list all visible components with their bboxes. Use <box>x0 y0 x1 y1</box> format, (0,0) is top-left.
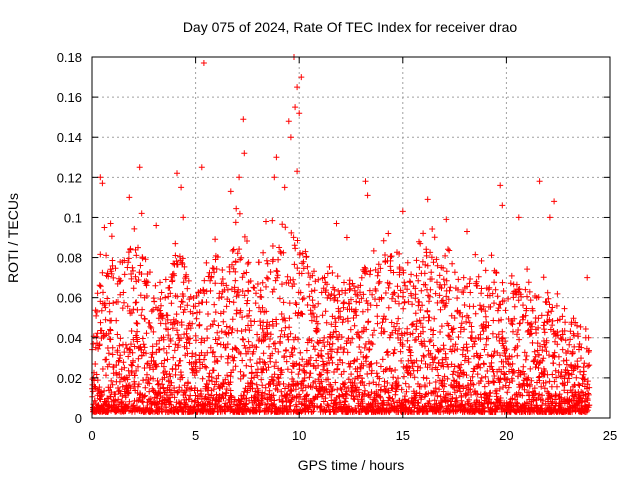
y-tick-label: 0 <box>75 411 82 426</box>
chart-title: Day 075 of 2024, Rate Of TEC Index for r… <box>183 19 518 35</box>
y-tick-label: 0.02 <box>57 371 82 386</box>
y-tick-label: 0.08 <box>57 251 82 266</box>
x-tick-label: 5 <box>192 428 199 443</box>
x-axis-ticks: 0 5 10 15 20 25 <box>88 57 617 443</box>
y-tick-label: 0.04 <box>57 331 82 346</box>
y-tick-label: 0.06 <box>57 291 82 306</box>
data-points <box>89 54 593 415</box>
scatter-markers <box>89 54 593 415</box>
y-tick-label: 0.1 <box>64 210 82 225</box>
y-tick-label: 0.18 <box>57 50 82 65</box>
x-tick-label: 15 <box>396 428 410 443</box>
plot-frame <box>91 56 611 419</box>
y-tick-label: 0.14 <box>57 130 82 145</box>
y-tick-label: 0.16 <box>57 90 82 105</box>
x-tick-label: 0 <box>88 428 95 443</box>
y-tick-label: 0.12 <box>57 170 82 185</box>
y-axis-label: ROTI / TECUs <box>5 193 21 283</box>
x-tick-label: 10 <box>292 428 306 443</box>
y-axis-ticks: 0 0.02 0.04 0.06 0.08 0.1 0.12 0.14 0.16 0.18 <box>57 50 610 426</box>
x-tick-label: 25 <box>603 428 617 443</box>
x-tick-label: 20 <box>499 428 513 443</box>
x-axis-label: GPS time / hours <box>298 457 405 473</box>
